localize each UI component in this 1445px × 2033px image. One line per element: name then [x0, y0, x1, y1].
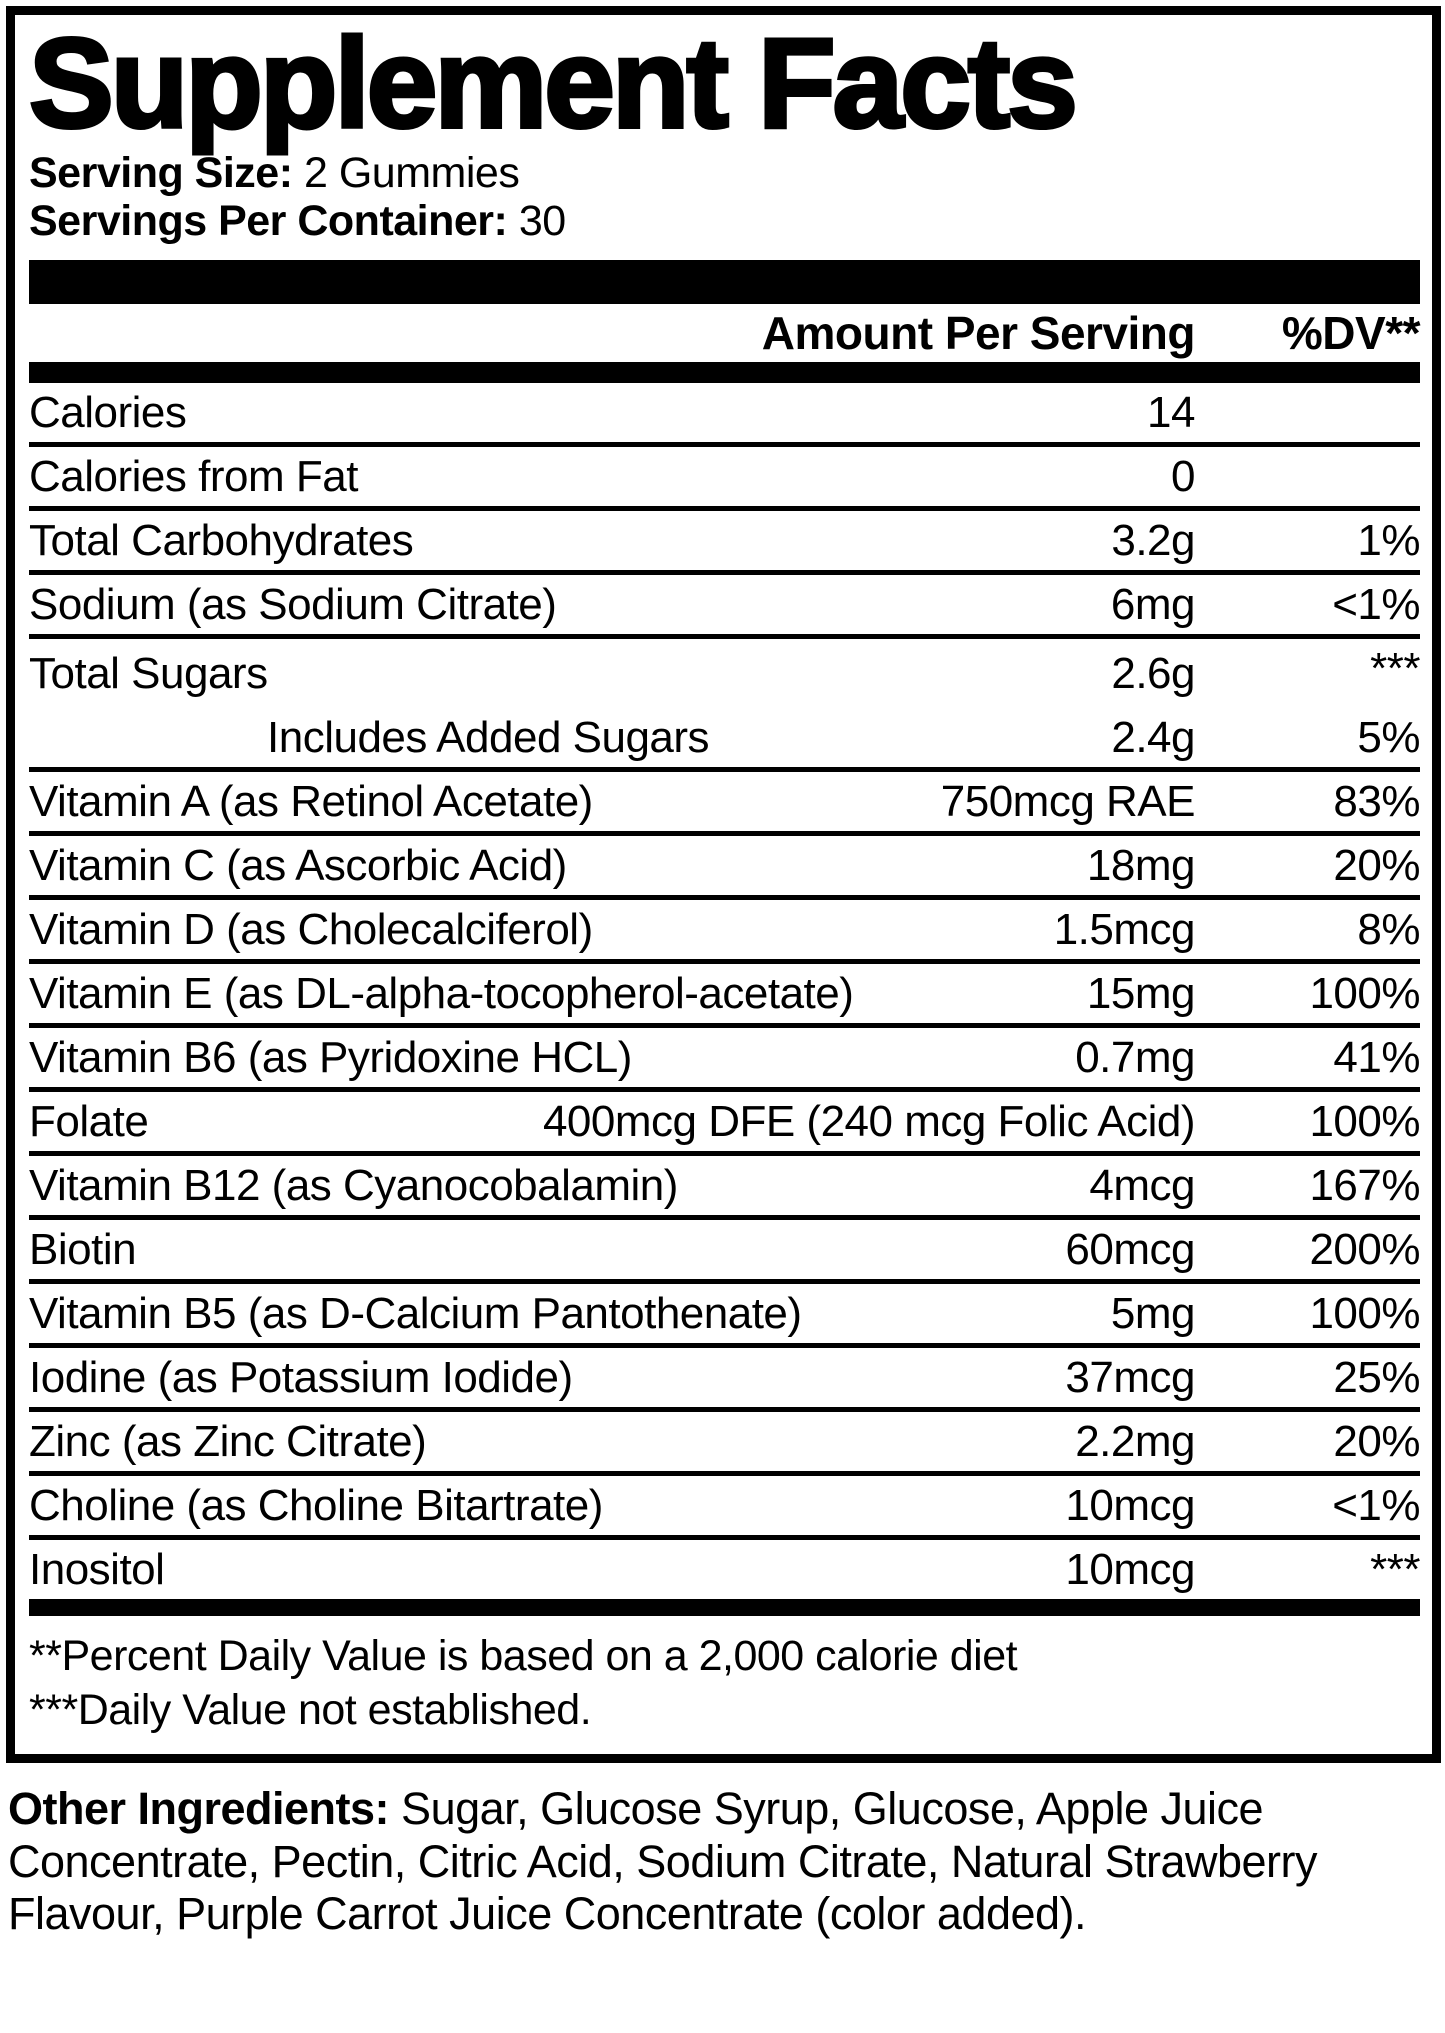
- nutrient-row: Total Sugars 2.6g ***: [29, 639, 1421, 708]
- nutrient-daily-value: 100%: [1309, 1096, 1420, 1146]
- other-ingredients-text: Sugar, Glucose Syrup, Glucose, Apple Jui…: [8, 1782, 1318, 1940]
- nutrient-daily-value: 20%: [1333, 840, 1420, 890]
- nutrient-name: Calories from Fat: [29, 451, 358, 501]
- nutrient-row: Biotin 60mcg 200%: [29, 1220, 1421, 1285]
- nutrient-amount: 37mcg: [1065, 1352, 1195, 1402]
- nutrient-daily-value: 200%: [1309, 1224, 1420, 1274]
- nutrient-daily-value: 25%: [1333, 1352, 1420, 1402]
- nutrient-daily-value: 1%: [1357, 515, 1420, 565]
- nutrient-row: Calories 14: [29, 383, 1420, 448]
- nutrient-amount: 2.6g: [1111, 648, 1195, 698]
- nutrient-row: Includes Added Sugars 2.4g 5%: [29, 708, 1421, 773]
- nutrient-name: Includes Added Sugars: [267, 712, 710, 762]
- nutrient-name: Vitamin C (as Ascorbic Acid): [29, 840, 567, 890]
- nutrient-amount: 0.7mg: [1075, 1032, 1195, 1082]
- nutrient-name: Choline (as Choline Bitartrate): [29, 1480, 603, 1530]
- servings-per-container-line: Servings Per Container: 30: [29, 197, 1420, 245]
- nutrient-amount: 15mg: [1086, 968, 1196, 1018]
- servings-per-container-label: Servings Per Container:: [29, 197, 508, 246]
- servings-per-container-value: 30: [518, 197, 566, 246]
- nutrient-row: Inositol 10mcg ***: [29, 1540, 1421, 1605]
- nutrient-amount: 2.4g: [1111, 712, 1195, 762]
- nutrient-daily-value: 5%: [1357, 712, 1420, 762]
- nutrient-amount: 10mcg: [1065, 1544, 1195, 1594]
- serving-size-line: Serving Size: 2 Gummies: [29, 149, 1420, 197]
- footnote-daily-value: **Percent Daily Value is based on a 2,00…: [29, 1632, 1018, 1681]
- nutrient-daily-value: 83%: [1333, 776, 1420, 826]
- serving-size-value: 2 Gummies: [303, 149, 520, 198]
- separator-bar-thick: [29, 260, 1420, 305]
- nutrient-daily-value: ***: [1370, 1545, 1420, 1595]
- nutrient-row: Iodine (as Potassium Iodide) 37mcg 25%: [29, 1348, 1421, 1413]
- nutrient-row: Vitamin A (as Retinol Acetate) 750mcg RAE…: [29, 772, 1421, 837]
- nutrient-daily-value: ***: [1370, 644, 1420, 694]
- amount-per-serving-header: Amount Per Serving: [761, 307, 1196, 360]
- nutrient-name: Biotin: [29, 1224, 137, 1274]
- nutrient-row: Vitamin B12 (as Cyanocobalamin) 4mcg 167%: [29, 1156, 1421, 1221]
- nutrient-daily-value: 100%: [1309, 968, 1420, 1018]
- nutrient-amount: 5mg: [1110, 1288, 1196, 1338]
- nutrient-row: Folate 400mcg DFE (240 mcg Folic Acid) 100…: [29, 1092, 1421, 1157]
- supplement-facts-panel: Supplement Facts Serving Size: 2 Gummies…: [6, 6, 1441, 1763]
- nutrient-row: Vitamin D (as Cholecalciferol) 1.5mcg 8%: [29, 900, 1421, 965]
- nutrient-row: Sodium (as Sodium Citrate) 6mg <1%: [29, 575, 1421, 640]
- nutrient-row: Vitamin E (as DL-alpha-tocopherol-acetat…: [29, 964, 1421, 1029]
- other-ingredients: Other Ingredients: Sugar, Glucose Syrup,…: [8, 1783, 1437, 1941]
- nutrient-row: Vitamin B6 (as Pyridoxine HCL) 0.7mg 41%: [29, 1028, 1421, 1093]
- nutrient-amount: 60mcg: [1065, 1224, 1195, 1274]
- separator-bar-medium: [29, 362, 1420, 384]
- nutrient-row: Choline (as Choline Bitartrate) 10mcg <1%: [29, 1476, 1421, 1541]
- nutrient-name: Inositol: [29, 1544, 165, 1594]
- nutrient-rows: Calories 14 Calories from Fat 0 Total Carboh…: [29, 383, 1421, 1617]
- nutrient-name: Iodine (as Potassium Iodide): [29, 1352, 573, 1402]
- nutrient-name: Folate: [29, 1096, 149, 1146]
- nutrient-daily-value: 41%: [1333, 1032, 1420, 1082]
- nutrient-amount: 14: [1147, 387, 1195, 437]
- nutrient-name: Vitamin E (as DL-alpha-tocopherol-acetat…: [29, 968, 854, 1018]
- nutrient-name: Sodium (as Sodium Citrate): [29, 579, 557, 629]
- nutrient-name: Vitamin A (as Retinol Acetate): [29, 776, 593, 826]
- nutrient-name: Vitamin B12 (as Cyanocobalamin): [29, 1160, 678, 1210]
- percent-dv-header: %DV**: [1281, 307, 1421, 360]
- panel-title: Supplement Facts: [27, 12, 1080, 154]
- nutrient-name: Vitamin B6 (as Pyridoxine HCL): [29, 1032, 632, 1082]
- nutrient-name: Total Carbohydrates: [29, 515, 414, 565]
- table-header-row: Amount Per Serving %DV**: [29, 304, 1421, 362]
- nutrient-amount: 0: [1171, 451, 1195, 501]
- nutrient-amount: 6mg: [1110, 579, 1196, 629]
- nutrient-daily-value: 8%: [1357, 904, 1420, 954]
- nutrient-daily-value: 100%: [1309, 1288, 1420, 1338]
- nutrient-name: Zinc (as Zinc Citrate): [29, 1416, 427, 1466]
- nutrient-name: Total Sugars: [29, 648, 268, 698]
- nutrient-amount: 3.2g: [1111, 515, 1195, 565]
- nutrient-daily-value: 20%: [1333, 1416, 1420, 1466]
- nutrient-amount: 10mcg: [1065, 1480, 1195, 1530]
- nutrient-amount: 400mcg DFE (240 mcg Folic Acid): [542, 1096, 1196, 1146]
- footnote-not-established: ***Daily Value not established.: [29, 1686, 592, 1735]
- nutrient-amount: 4mcg: [1089, 1160, 1195, 1210]
- nutrient-name: Vitamin B5 (as D-Calcium Pantothenate): [29, 1288, 802, 1338]
- nutrient-name: Calories: [29, 387, 187, 437]
- other-ingredients-label: Other Ingredients:: [8, 1782, 390, 1834]
- nutrient-amount: 2.2mg: [1075, 1416, 1195, 1466]
- nutrient-row: Calories from Fat 0: [29, 447, 1420, 512]
- supplement-label-page: Supplement Facts Serving Size: 2 Gummies…: [0, 6, 1445, 2033]
- serving-size-label: Serving Size:: [29, 149, 293, 198]
- nutrient-daily-value: <1%: [1332, 579, 1420, 629]
- nutrient-amount: 750mcg RAE: [940, 776, 1196, 826]
- nutrient-amount: 18mg: [1086, 840, 1196, 890]
- nutrient-amount: 1.5mcg: [1053, 904, 1196, 954]
- nutrient-daily-value: <1%: [1332, 1480, 1420, 1530]
- nutrient-row: Zinc (as Zinc Citrate) 2.2mg 20%: [29, 1412, 1421, 1477]
- nutrient-daily-value: 167%: [1309, 1160, 1420, 1210]
- footnotes: **Percent Daily Value is based on a 2,00…: [29, 1616, 1420, 1754]
- nutrient-row: Vitamin B5 (as D-Calcium Pantothenate) 5m…: [29, 1284, 1421, 1349]
- nutrient-name: Vitamin D (as Cholecalciferol): [29, 904, 593, 954]
- nutrient-row: Vitamin C (as Ascorbic Acid) 18mg 20%: [29, 836, 1421, 901]
- nutrient-row: Total Carbohydrates 3.2g 1%: [29, 511, 1421, 576]
